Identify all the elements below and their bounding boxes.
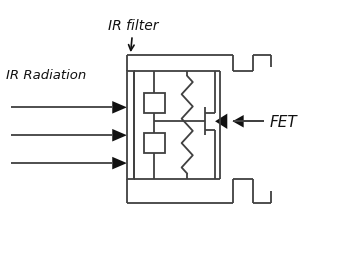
Polygon shape xyxy=(232,116,244,128)
Bar xyxy=(144,134,164,153)
Polygon shape xyxy=(112,130,127,142)
Polygon shape xyxy=(112,102,127,114)
Bar xyxy=(144,94,164,113)
Polygon shape xyxy=(215,114,227,130)
Polygon shape xyxy=(112,157,127,170)
Text: IR Radiation: IR Radiation xyxy=(6,68,86,81)
Text: FET: FET xyxy=(269,114,297,129)
Bar xyxy=(127,71,134,179)
Text: IR filter: IR filter xyxy=(108,19,159,51)
